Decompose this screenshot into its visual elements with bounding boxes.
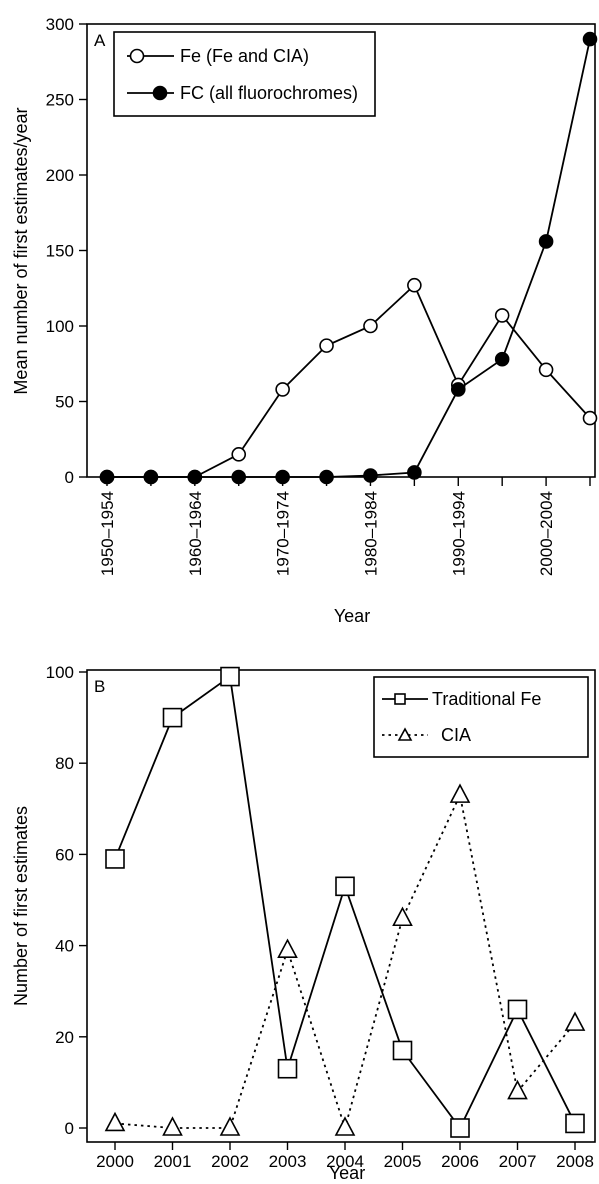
data-point-traditional-fe bbox=[105, 849, 125, 869]
series-group-b bbox=[104, 666, 586, 1138]
x-tick-label-b: 2006 bbox=[441, 1152, 479, 1171]
data-point-cia bbox=[334, 1116, 356, 1136]
series-group-a bbox=[99, 31, 598, 485]
legend-marker-traditional-fe bbox=[394, 693, 406, 705]
y-axis-title-b: Number of first estimates bbox=[11, 806, 31, 1006]
legend-label-fe: Fe (Fe and CIA) bbox=[180, 46, 309, 66]
x-tick-label-b: 2004 bbox=[326, 1152, 364, 1171]
data-point-traditional-fe bbox=[392, 1040, 413, 1061]
x-tick-label-b: 2008 bbox=[556, 1152, 594, 1171]
x-tick-label-a: 1990–1994 bbox=[449, 491, 468, 576]
x-tick-label-a: 1980–1984 bbox=[361, 491, 380, 576]
legend-frame-a bbox=[113, 31, 376, 117]
chart-panel-a: 0 50 100 150 200 250 300 1950–1954 1960–1964 197… bbox=[11, 15, 598, 626]
data-point-fe bbox=[494, 308, 510, 323]
panel-label-a: A bbox=[94, 31, 106, 50]
y-tick-label-b: 40 bbox=[55, 937, 74, 956]
x-tick-label-b: 2001 bbox=[154, 1152, 192, 1171]
y-tick-label-b: 20 bbox=[55, 1028, 74, 1047]
data-point-cia bbox=[507, 1079, 528, 1100]
legend-label-fc: FC (all fluorochromes) bbox=[180, 83, 358, 103]
y-tick-label-b: 0 bbox=[65, 1119, 74, 1138]
data-point-traditional-fe bbox=[335, 876, 355, 897]
x-axis-title-a: Year bbox=[334, 606, 370, 626]
data-point-fc bbox=[582, 31, 598, 47]
data-point-fc bbox=[494, 351, 510, 367]
data-point-fc bbox=[363, 468, 378, 483]
data-point-fe bbox=[275, 382, 290, 397]
series-line-fc bbox=[107, 38, 591, 478]
legend-label-traditional-fe: Traditional Fe bbox=[432, 689, 541, 709]
plot-frame-b bbox=[86, 669, 596, 1143]
x-tick-label-b: 2002 bbox=[211, 1152, 249, 1171]
legend-frame-b bbox=[373, 676, 589, 758]
y-axis-a: 0 50 100 150 200 250 300 bbox=[46, 15, 87, 487]
x-tick-label-b: 2000 bbox=[96, 1152, 134, 1171]
y-tick-label-a: 0 bbox=[65, 468, 74, 487]
data-point-fc bbox=[187, 469, 203, 485]
data-point-fc bbox=[275, 469, 290, 485]
legend-marker-fc bbox=[152, 85, 168, 101]
data-point-fc bbox=[231, 469, 247, 485]
data-point-cia bbox=[564, 1011, 586, 1031]
x-axis-b: 2000 2001 2002 2003 2004 2005 2006 2007 2008 bbox=[96, 1142, 594, 1171]
data-point-traditional-fe bbox=[565, 1113, 585, 1134]
series-line-cia bbox=[114, 792, 576, 1132]
data-point-fe bbox=[319, 338, 334, 353]
y-tick-label-b: 80 bbox=[55, 754, 74, 773]
data-point-traditional-fe bbox=[450, 1118, 470, 1138]
x-tick-label-b: 2005 bbox=[384, 1152, 422, 1171]
data-point-traditional-fe bbox=[277, 1058, 298, 1079]
y-tick-label-b: 100 bbox=[46, 663, 74, 682]
data-point-traditional-fe bbox=[507, 999, 528, 1020]
x-tick-label-b: 2003 bbox=[269, 1152, 307, 1171]
y-axis-title-a: Mean number of first estimates/year bbox=[11, 107, 31, 394]
data-point-cia bbox=[162, 1116, 183, 1136]
data-point-fc bbox=[407, 465, 422, 480]
legend-label-cia: CIA bbox=[441, 725, 471, 745]
data-point-fc bbox=[450, 382, 466, 397]
data-point-fc bbox=[143, 469, 159, 485]
data-point-traditional-fe bbox=[220, 666, 240, 687]
y-tick-label-a: 50 bbox=[55, 393, 74, 412]
data-point-fe bbox=[407, 277, 422, 293]
data-point-cia bbox=[277, 938, 298, 958]
panel-label-b: B bbox=[94, 677, 105, 696]
x-axis-title-b: Year bbox=[329, 1163, 365, 1183]
y-tick-label-a: 100 bbox=[46, 317, 74, 336]
legend-marker-fe bbox=[129, 48, 145, 64]
data-point-fe bbox=[363, 318, 378, 334]
x-tick-label-a: 1970–1974 bbox=[274, 491, 293, 576]
data-point-fe bbox=[538, 362, 554, 378]
y-tick-label-a: 200 bbox=[46, 166, 74, 185]
x-tick-label-a: 2000–2004 bbox=[537, 491, 556, 576]
x-axis-a: 1950–1954 1960–1964 1970–1974 1980–1984 1990… bbox=[98, 477, 591, 576]
data-point-fc bbox=[319, 469, 334, 485]
data-point-cia bbox=[392, 906, 413, 927]
data-point-fe bbox=[231, 447, 247, 462]
y-tick-label-a: 300 bbox=[46, 15, 74, 34]
y-tick-label-a: 150 bbox=[46, 242, 74, 261]
data-point-traditional-fe bbox=[162, 707, 183, 728]
data-point-fe bbox=[582, 410, 598, 426]
legend-marker-cia bbox=[397, 727, 413, 741]
series-line-fe bbox=[107, 283, 591, 478]
data-point-cia bbox=[104, 1111, 126, 1132]
legend-b: Traditional Fe CIA bbox=[373, 676, 589, 758]
data-point-cia bbox=[219, 1116, 241, 1136]
y-axis-b: 0 20 40 60 80 100 bbox=[46, 663, 87, 1138]
data-point-fc bbox=[99, 469, 115, 485]
x-tick-label-a: 1950–1954 bbox=[98, 491, 117, 576]
data-point-fc bbox=[538, 234, 554, 249]
x-tick-label-a: 1960–1964 bbox=[186, 491, 205, 576]
data-point-cia bbox=[449, 783, 471, 803]
y-tick-label-b: 60 bbox=[55, 845, 74, 864]
y-tick-label-a: 250 bbox=[46, 91, 74, 110]
x-tick-label-b: 2007 bbox=[499, 1152, 537, 1171]
legend-a: Fe (Fe and CIA) FC (all fluorochromes) bbox=[113, 31, 376, 117]
